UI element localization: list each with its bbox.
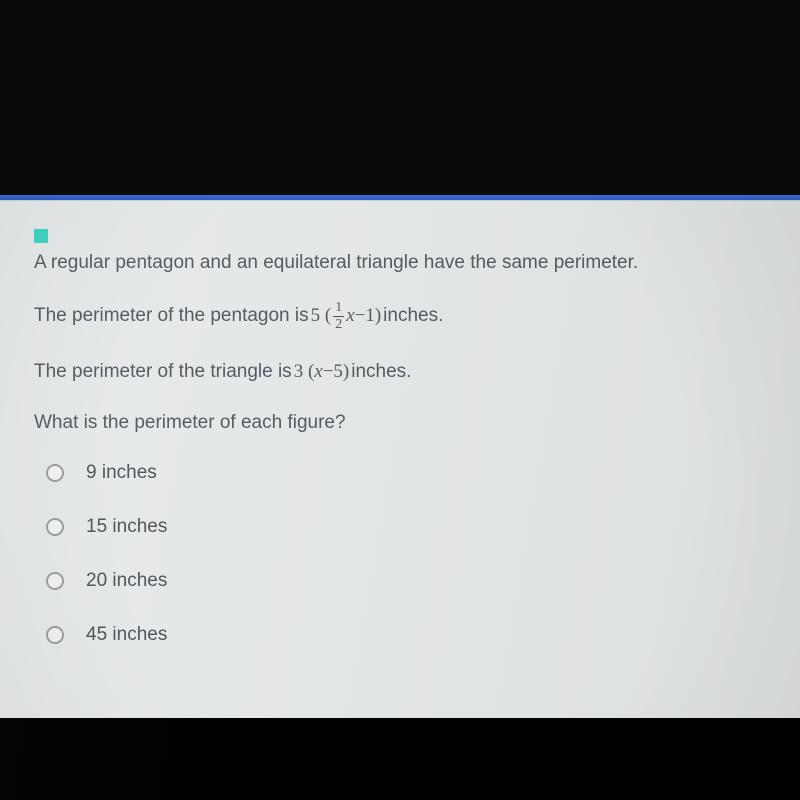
pentagon-perimeter-line: The perimeter of the pentagon is 5 ( 1 2… [34,301,766,332]
pentagon-prefix: The perimeter of the pentagon is [34,302,309,331]
frac-den: 2 [333,316,344,332]
question-intro: A regular pentagon and an equilateral tr… [34,249,766,277]
var-x: x [346,302,354,331]
option-row[interactable]: 15 inches [46,516,766,538]
difficulty-marker-icon [34,229,48,243]
fraction-one-half: 1 2 [333,301,344,332]
minus: − [355,302,366,331]
option-row[interactable]: 9 inches [46,462,766,484]
options-group: 9 inches 15 inches 20 inches 45 inches [34,462,766,646]
rparen: ) [343,358,349,387]
rparen: ) [375,302,381,331]
triangle-suffix: inches. [351,358,411,387]
option-row[interactable]: 45 inches [46,624,766,646]
triangle-expression: 3 ( x − 5 ) [294,358,350,387]
option-label: 9 inches [86,462,157,484]
question-prompt: What is the perimeter of each figure? [34,412,766,434]
pentagon-expression: 5 ( 1 2 x − 1 ) [311,301,382,332]
radio-icon[interactable] [46,464,64,482]
question-card: A regular pentagon and an equilateral tr… [0,200,800,718]
triangle-prefix: The perimeter of the triangle is [34,358,292,387]
radio-icon[interactable] [46,572,64,590]
pentagon-coef: 5 [311,302,321,331]
minus: − [323,358,334,387]
triangle-perimeter-line: The perimeter of the triangle is 3 ( x −… [34,358,766,387]
option-label: 20 inches [86,570,167,592]
radio-icon[interactable] [46,626,64,644]
lparen: ( [325,302,331,331]
black-header-region [0,0,800,195]
triangle-coef: 3 [294,358,304,387]
const: 1 [365,302,375,331]
option-row[interactable]: 20 inches [46,570,766,592]
option-label: 15 inches [86,516,167,538]
var-x: x [314,358,322,387]
option-label: 45 inches [86,624,167,646]
radio-icon[interactable] [46,518,64,536]
const: 5 [333,358,343,387]
frac-num: 1 [333,301,344,316]
pentagon-suffix: inches. [383,302,443,331]
